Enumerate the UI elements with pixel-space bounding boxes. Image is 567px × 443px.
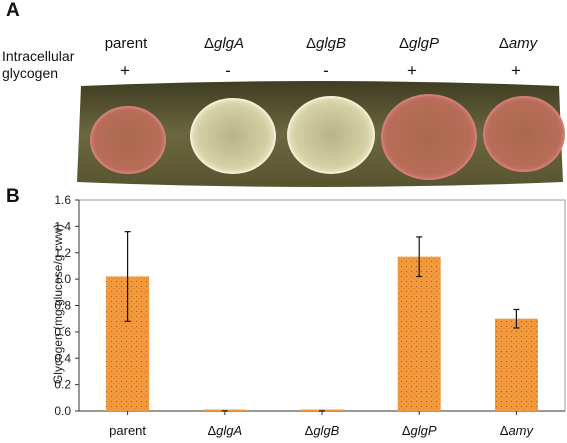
strain-glgP: ΔglgP [398, 35, 440, 52]
bar-1 [203, 409, 247, 411]
y-tick-label: 1.4 [54, 219, 71, 233]
y-tick-label: 0.2 [54, 378, 71, 392]
bar-4 [494, 318, 538, 411]
y-tick-label: 1.0 [54, 272, 71, 286]
y-tick-label: 0.0 [54, 404, 71, 418]
y-tick-label: 0.6 [54, 325, 71, 339]
colony-amy [483, 96, 565, 172]
plot-frame [78, 199, 566, 412]
strain-glgB: ΔglgB [305, 35, 347, 52]
y-tick-label: 1.6 [54, 193, 71, 207]
error-bar-0 [124, 231, 131, 322]
colony-glgB [287, 96, 375, 174]
y-axis-title: Glycogen (mg glucose/g cww) [51, 224, 65, 384]
glycogen-label: glycogen [2, 65, 59, 81]
y-axis: 0.0 0.2 0.4 0.6 0.8 1.0 1.2 1.4 1.6 [54, 193, 79, 418]
x-tick-label-2: ΔglgB [305, 423, 340, 438]
bar-3 [397, 256, 441, 411]
sign-amy: + [511, 61, 521, 80]
strain-parent: parent [104, 35, 148, 52]
x-tick-label-0: parent [109, 423, 146, 438]
colony-glgP [381, 94, 477, 180]
panel-b-label: B [6, 186, 20, 207]
intracellular-label: Intracellular [2, 48, 75, 64]
error-bars [124, 231, 520, 412]
strain-amy: Δamy [498, 35, 538, 52]
bars [106, 256, 538, 411]
x-axis: parent ΔglgA ΔglgB ΔglgP Δamy [109, 411, 535, 438]
sign-glgB: - [323, 61, 329, 80]
sign-glgA: - [225, 61, 231, 80]
bar-2 [300, 409, 344, 411]
panel-a-label: A [6, 0, 20, 21]
sign-parent: + [120, 61, 130, 80]
colony-glgA [190, 98, 276, 174]
y-tick-label: 0.4 [54, 351, 71, 365]
x-tick-label-1: ΔglgA [207, 423, 242, 438]
error-bar-4 [513, 308, 520, 329]
iodine-stained-plate [77, 81, 565, 187]
colony-parent [90, 106, 166, 174]
sign-glgP: + [407, 61, 417, 80]
plot-area-border [78, 199, 566, 412]
y-tick-label: 0.8 [54, 299, 71, 313]
error-bar-3 [416, 236, 423, 278]
x-tick-label-4: Δamy [500, 423, 535, 438]
strain-glgA: ΔglgA [203, 35, 245, 52]
glycogen-bar-chart: 0.0 0.2 0.4 0.6 0.8 1.0 1.2 1.4 1.6 parent ΔglgA Δ… [51, 193, 566, 438]
y-tick-label: 1.2 [54, 246, 71, 260]
x-tick-label-3: ΔglgP [402, 423, 437, 438]
